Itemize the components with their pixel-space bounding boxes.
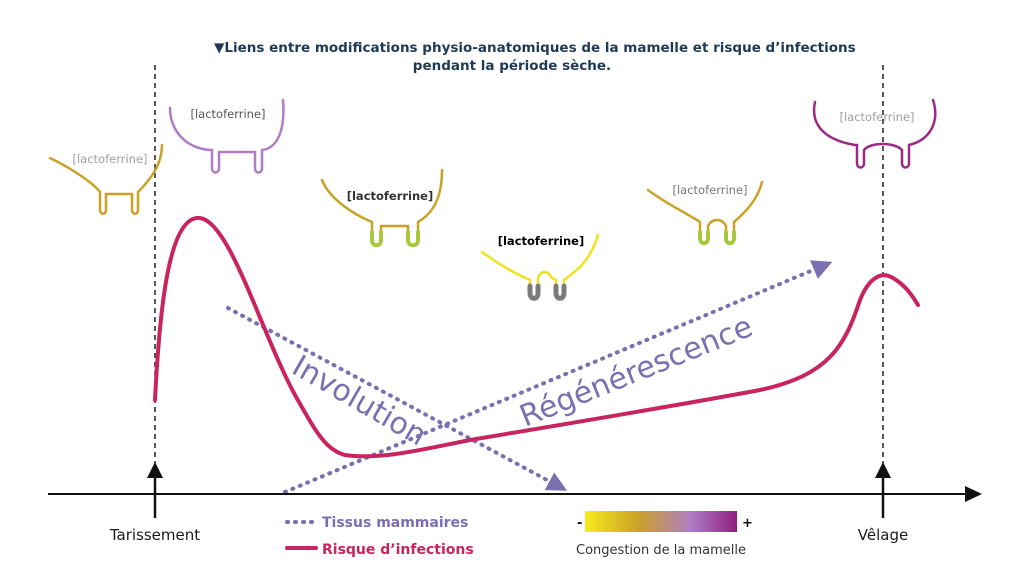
gland-2: [lactoferrine]	[168, 98, 285, 174]
tarissement-label: Tarissement	[109, 526, 200, 544]
infection-risk-curve	[153, 216, 920, 459]
title-line-1: Liens entre modifications physio-anatomi…	[224, 40, 855, 56]
legend: Tissus mammaires Risque d’infections	[285, 515, 474, 558]
gland-3-label: [lactoferrine]	[347, 189, 434, 203]
gland-4-label: [lactoferrine]	[498, 234, 585, 248]
regeneration-label: Régénérescence	[515, 309, 758, 434]
diagram-title: ▼ Liens entre modifications physio-anato…	[214, 40, 856, 74]
gland-1: [lactoferrine]	[48, 143, 164, 215]
involution-arrow	[226, 306, 568, 491]
congestion-gradient-bar	[585, 511, 737, 532]
gland-5-label: [lactoferrine]	[672, 183, 747, 197]
legend-tissus-label: Tissus mammaires	[322, 515, 468, 531]
congestion-minus: -	[577, 516, 582, 531]
title-line-2: pendant la période sèche.	[413, 58, 611, 74]
legend-risque-label: Risque d’infections	[322, 542, 474, 558]
gland-5: [lactoferrine]	[646, 180, 764, 246]
gland-4: [lactoferrine]	[480, 233, 600, 301]
involution-label: Involution	[286, 349, 432, 454]
gland-2-label: [lactoferrine]	[190, 107, 265, 121]
gland-6-label: [lactoferrine]	[839, 110, 914, 124]
congestion-caption: Congestion de la mamelle	[576, 543, 746, 558]
congestion-plus: +	[742, 516, 753, 531]
velage-arrowhead	[875, 462, 891, 478]
gland-3: [lactoferrine]	[320, 168, 444, 248]
time-axis-arrowhead	[965, 486, 982, 502]
gland-1-label: [lactoferrine]	[72, 152, 147, 166]
velage-label: Vêlage	[858, 526, 908, 544]
gland-6: [lactoferrine]	[812, 98, 937, 169]
title-marker: ▼	[214, 40, 225, 56]
tarissement-arrowhead	[147, 462, 163, 478]
congestion-scale: - + Congestion de la mamelle	[576, 511, 753, 558]
